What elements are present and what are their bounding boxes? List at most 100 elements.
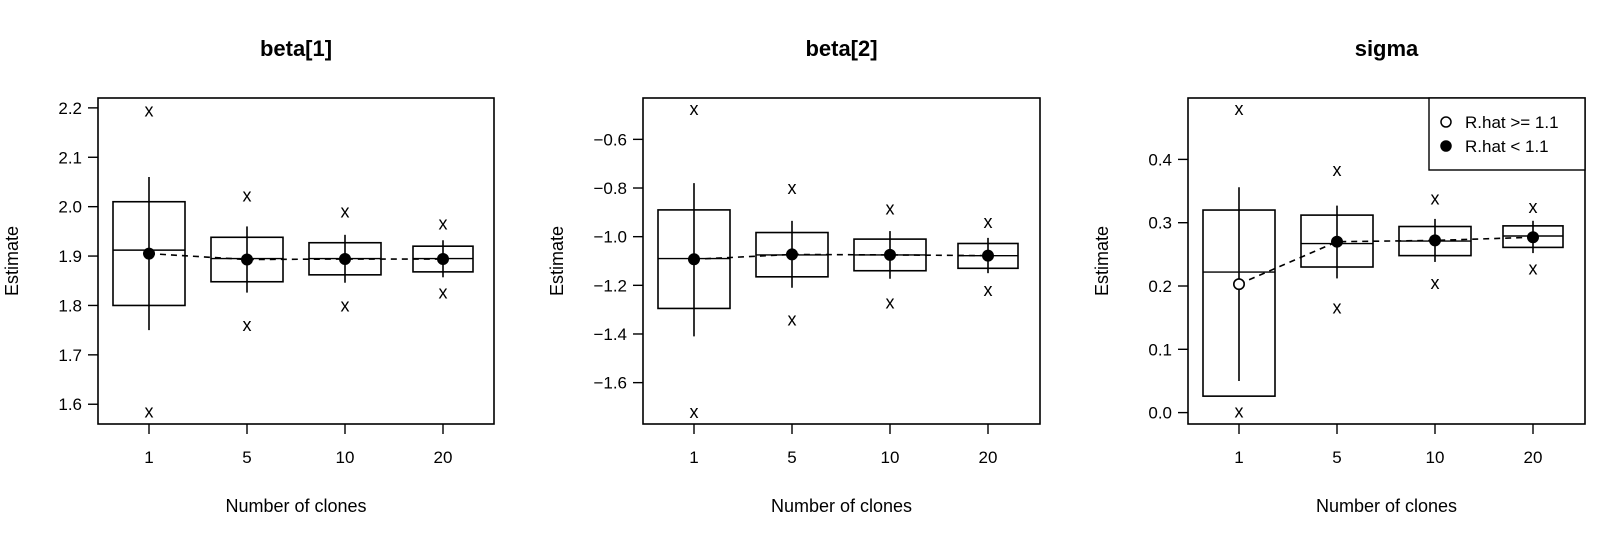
min-marker: x — [439, 283, 448, 303]
y-tick-label: −1.4 — [593, 325, 627, 344]
x-tick-label: 10 — [1426, 448, 1445, 467]
x-tick-label: 20 — [434, 448, 453, 467]
plot-frame — [97, 97, 495, 425]
clone-summary-10: xx — [308, 202, 382, 315]
panel-2: beta[2] −1.6 −1.4 −1.2 −1.0 −0.8 −0.6 Estimate 1… — [547, 36, 1041, 516]
max-marker: x — [1333, 160, 1342, 180]
y-tick-label: 0.2 — [1148, 277, 1172, 296]
x-axis-label: Number of clones — [225, 496, 366, 516]
y-axis-label: Estimate — [547, 226, 567, 296]
y-tick-label: 2.2 — [58, 99, 82, 118]
min-marker: x — [984, 280, 993, 300]
y-tick-label: −0.6 — [593, 130, 627, 149]
y-tick-label: 0.0 — [1148, 404, 1172, 423]
x-tick-label: 10 — [881, 448, 900, 467]
max-marker: x — [145, 100, 154, 120]
min-marker: x — [243, 315, 252, 335]
x-tick-label: 5 — [242, 448, 251, 467]
mean-point-converged — [436, 253, 449, 266]
x-axis-label: Number of clones — [1316, 496, 1457, 516]
mean-trend-line — [693, 253, 989, 261]
legend-entry-unconverged: R.hat >= 1.1 — [1465, 113, 1559, 132]
y-tick-label: 0.1 — [1148, 340, 1172, 359]
legend-filled-circle-icon — [1440, 140, 1452, 152]
x-axis-label: Number of clones — [771, 496, 912, 516]
x-tick-label: 1 — [1234, 448, 1243, 467]
clone-summary-5: xx — [210, 185, 284, 335]
max-marker: x — [439, 213, 448, 233]
y-tick-label: 2.1 — [58, 148, 82, 167]
plot-frame — [1187, 97, 1586, 425]
mean-point-converged — [1527, 231, 1540, 244]
plot-frame — [642, 97, 1041, 425]
y-axis-label: Estimate — [1092, 226, 1112, 296]
y-tick-label: 1.8 — [58, 296, 82, 315]
x-tick-label: 20 — [1524, 448, 1543, 467]
max-marker: x — [984, 212, 993, 232]
y-tick-label: −0.8 — [593, 179, 627, 198]
clone-summary-10: xx — [853, 199, 927, 312]
clone-summary-20: xx — [412, 213, 474, 303]
mean-trend-line — [148, 252, 443, 261]
legend: R.hat >= 1.1 R.hat < 1.1 — [1428, 97, 1586, 171]
y-tick-label: 0.4 — [1148, 150, 1172, 169]
x-tick-label: 20 — [979, 448, 998, 467]
max-marker: x — [243, 185, 252, 205]
max-marker: x — [1431, 189, 1440, 209]
clone-summary-20: xx — [1502, 197, 1564, 278]
min-marker: x — [341, 295, 350, 315]
clone-summary-10: xx — [1398, 189, 1472, 293]
y-tick-label: 1.9 — [58, 247, 82, 266]
clone-summary-1: xx — [112, 100, 186, 422]
panel-3: sigma 0.0 0.1 0.2 0.3 0.4 Estimate 1 5 10 20 Number… — [1092, 36, 1586, 516]
y-tick-label: −1.0 — [593, 228, 627, 247]
clone-summary-5: xx — [755, 178, 829, 329]
y-tick-label: −1.2 — [593, 276, 627, 295]
y-tick-label: 1.7 — [58, 346, 82, 365]
mean-point-unconverged — [1233, 278, 1246, 291]
mean-point-converged — [687, 253, 700, 266]
mean-point-converged — [785, 248, 798, 261]
min-marker: x — [1529, 258, 1538, 278]
clone-summary-1: xx — [657, 99, 731, 422]
chart-title: sigma — [1355, 36, 1419, 61]
mean-point-converged — [143, 247, 156, 260]
min-marker: x — [886, 292, 895, 312]
x-tick-label: 1 — [689, 448, 698, 467]
x-tick-label: 1 — [144, 448, 153, 467]
mean-point-converged — [883, 248, 896, 261]
legend-box — [1428, 97, 1586, 171]
max-marker: x — [788, 178, 797, 198]
max-marker: x — [886, 199, 895, 219]
min-marker: x — [788, 309, 797, 329]
legend-open-circle-icon — [1440, 116, 1452, 128]
legend-entry-converged: R.hat < 1.1 — [1465, 137, 1549, 156]
clone-summary-1: xx — [1202, 99, 1276, 421]
panel-1: beta[1] 1.6 1.7 1.8 1.9 2.0 2.1 2.2 Estimate 1 5 10… — [2, 36, 495, 516]
x-tick-label: 5 — [1332, 448, 1341, 467]
y-tick-label: 0.3 — [1148, 214, 1172, 233]
min-marker: x — [145, 402, 154, 422]
mean-trend-line — [1238, 236, 1534, 285]
mean-point-converged — [981, 249, 994, 262]
x-tick-label: 10 — [336, 448, 355, 467]
min-marker: x — [1235, 401, 1244, 421]
min-marker: x — [690, 402, 699, 422]
max-marker: x — [341, 202, 350, 222]
y-tick-label: −1.6 — [593, 374, 627, 393]
y-tick-label: 1.6 — [58, 395, 82, 414]
chart-title: beta[1] — [260, 36, 332, 61]
mean-point-converged — [1429, 234, 1442, 247]
clone-summary-20: xx — [957, 212, 1019, 300]
y-axis-label: Estimate — [2, 226, 22, 296]
max-marker: x — [1529, 197, 1538, 217]
mean-point-converged — [338, 253, 351, 266]
x-tick-label: 5 — [787, 448, 796, 467]
min-marker: x — [1431, 273, 1440, 293]
clone-summary-5: xx — [1300, 160, 1374, 318]
mean-point-converged — [241, 253, 254, 266]
y-tick-label: 2.0 — [58, 198, 82, 217]
chart-title: beta[2] — [805, 36, 877, 61]
max-marker: x — [1235, 99, 1244, 119]
